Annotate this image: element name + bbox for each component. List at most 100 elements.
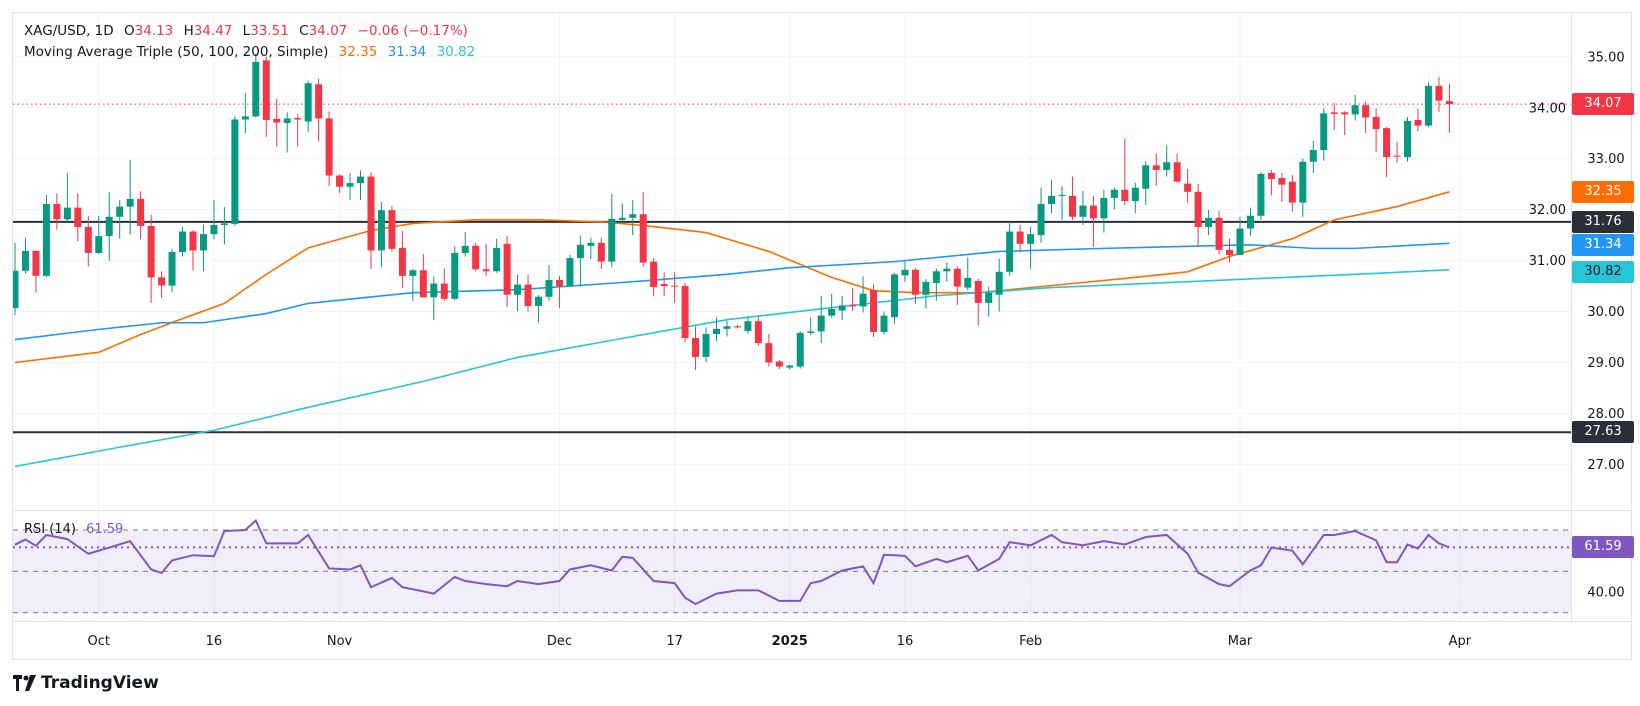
candle-body — [1142, 165, 1150, 189]
candle-up — [231, 116, 239, 226]
candle-down — [1362, 101, 1370, 134]
candle-down — [147, 214, 155, 303]
candle-body — [210, 224, 218, 235]
candle-up — [943, 262, 951, 282]
candle-up — [817, 295, 825, 344]
candle-body — [493, 247, 501, 272]
level-lower-badge: 27.63 — [1572, 421, 1634, 444]
price-tick-label: 31.00 — [1529, 254, 1566, 269]
candle-down — [1341, 111, 1349, 136]
candle-body — [932, 271, 940, 284]
candle-down — [974, 278, 982, 326]
candle-up — [1320, 108, 1328, 161]
grid-lines — [13, 13, 1571, 621]
candle-up — [1006, 221, 1014, 276]
candle-up — [535, 295, 542, 323]
candle-up — [786, 364, 794, 370]
candle-body — [262, 60, 270, 120]
candle-body — [21, 250, 29, 271]
candle-body — [95, 236, 103, 253]
candle-down — [911, 268, 919, 304]
candle-down — [273, 98, 281, 147]
candle-body — [786, 365, 794, 368]
candle-up — [461, 232, 469, 257]
candle-down — [524, 274, 532, 312]
candle-down — [53, 193, 61, 230]
candle-body — [1079, 205, 1087, 217]
candle-up — [702, 327, 710, 362]
candle-down — [1173, 153, 1181, 183]
candle-down — [639, 192, 647, 267]
symbol-title[interactable]: XAG/USD, 1D — [24, 23, 114, 39]
open-value: 34.13 — [134, 23, 174, 39]
candle-body — [597, 242, 605, 262]
candle-up — [807, 317, 815, 335]
symbol-legend: XAG/USD, 1D O34.13 H34.47 L33.51 C34.07 … — [24, 23, 474, 39]
rsi-legend: RSI (14) 61.59 — [24, 522, 123, 537]
candle-body — [1404, 120, 1412, 158]
candle-body — [639, 214, 647, 263]
candle-down — [336, 174, 344, 193]
candle-body — [817, 315, 825, 332]
candle-up — [304, 80, 312, 132]
candle-body — [158, 277, 166, 286]
indicator-name[interactable]: Moving Average Triple (50, 100, 200, Sim… — [24, 44, 329, 60]
candle-body — [859, 293, 867, 307]
candle-down — [1330, 102, 1338, 131]
candle-down — [1278, 172, 1286, 203]
candle-up — [1404, 116, 1412, 162]
candle-up — [377, 202, 385, 267]
candle-up — [828, 293, 836, 318]
candle-body — [231, 119, 239, 224]
candle-up — [985, 286, 993, 317]
price-tick-label: 30.00 — [1587, 305, 1624, 320]
candle-down — [555, 275, 563, 308]
candle-up — [890, 272, 898, 324]
price-tick-label: 32.00 — [1529, 203, 1566, 218]
rsi-badge: 61.59 — [1572, 536, 1634, 559]
candle-down — [440, 268, 448, 301]
rsi-name[interactable]: RSI (14) — [24, 522, 76, 537]
open-label: O — [123, 23, 135, 39]
candle-body — [1089, 205, 1097, 219]
candle-body — [1152, 165, 1160, 170]
candle-body — [1100, 197, 1108, 219]
candle-body — [105, 216, 113, 237]
candle-body — [849, 304, 857, 307]
candle-down — [1194, 183, 1202, 246]
candle-body — [545, 279, 553, 297]
candle-body — [1299, 161, 1307, 203]
candle-body — [377, 210, 385, 251]
candle-body — [870, 290, 878, 332]
candle-body — [712, 328, 720, 334]
candle-body — [692, 338, 700, 357]
candle-down — [1414, 108, 1422, 132]
candle-body — [252, 61, 260, 117]
ma100-line — [14, 242, 1450, 341]
candle-body — [13, 270, 19, 308]
candle-up — [241, 92, 249, 134]
candle-body — [1362, 105, 1370, 118]
candle-body — [179, 231, 187, 252]
candle-body — [660, 284, 668, 287]
price-tick-label: 35.00 — [1587, 50, 1624, 65]
low-label: L — [242, 23, 251, 39]
candle-down — [367, 172, 375, 269]
candle-body — [514, 284, 522, 295]
chart-frame — [12, 12, 1632, 660]
candle-up — [199, 224, 207, 272]
candle-body — [32, 250, 40, 276]
candle-down — [597, 237, 605, 269]
candle-body — [1267, 172, 1275, 180]
candle-down — [681, 283, 689, 343]
footer-brand[interactable]: TradingView — [13, 673, 159, 693]
candle-down — [189, 230, 197, 271]
axes: 35.00 34.00 33.00 32.00 31.00 30.00 29.00 28.00… — [13, 13, 1632, 649]
candle-body — [1016, 231, 1024, 244]
candle-down — [1184, 168, 1192, 204]
candle-up — [859, 276, 867, 313]
candle-body — [336, 175, 344, 187]
price-tick-label: 28.00 — [1587, 407, 1624, 422]
candle-body — [566, 258, 574, 287]
